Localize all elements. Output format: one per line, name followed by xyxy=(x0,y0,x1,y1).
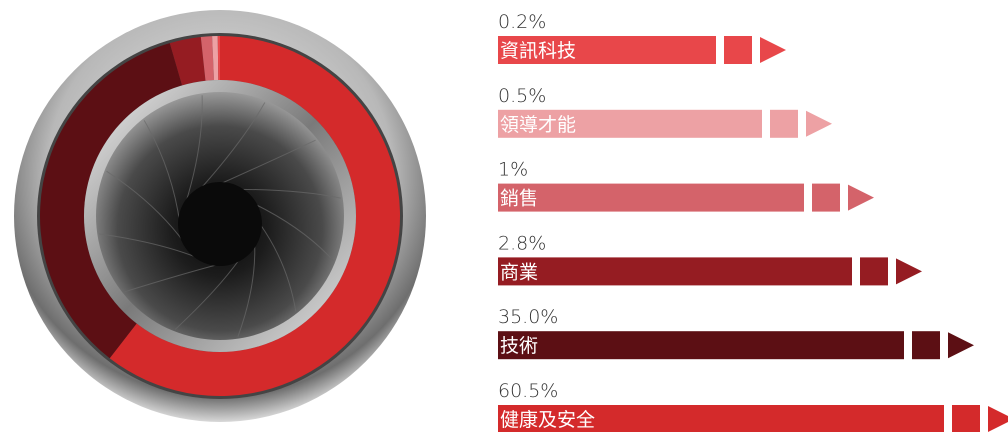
bar-block xyxy=(770,109,798,138)
blade xyxy=(184,95,203,205)
category-label: 領導才能 xyxy=(500,114,576,136)
category-label: 銷售 xyxy=(500,188,538,210)
donut-segment xyxy=(109,36,400,396)
percent-label: 2.8% xyxy=(498,232,546,254)
arrow xyxy=(948,332,974,359)
percent-label: 35.0% xyxy=(498,306,558,328)
arrow xyxy=(806,110,832,137)
bar xyxy=(498,36,716,64)
bar-block xyxy=(860,257,888,286)
arrow xyxy=(896,258,922,285)
blade xyxy=(174,258,241,330)
blade xyxy=(106,170,186,245)
category-label: 技術 xyxy=(500,335,538,357)
bar-block xyxy=(912,331,940,360)
percent-label: 60.5% xyxy=(498,380,558,402)
lens xyxy=(84,80,356,352)
donut-segment xyxy=(200,36,215,81)
legend-list: 0.2% 資訊科技 0.5% 領導才能 1% 銷售 2.8% 商業 35.0% 技術 60.5% 健康… xyxy=(498,11,1008,432)
category-label: 商業 xyxy=(500,261,538,283)
blade xyxy=(239,188,341,199)
bar xyxy=(498,331,904,360)
bar-block xyxy=(952,405,980,432)
donut-segment xyxy=(212,36,219,81)
bar xyxy=(498,257,852,286)
blade xyxy=(199,102,266,190)
arrow xyxy=(760,37,786,63)
blade xyxy=(99,233,201,260)
donut-segment xyxy=(39,43,183,359)
category-label: 資訊科技 xyxy=(500,40,576,62)
blade xyxy=(254,203,334,262)
blade xyxy=(219,139,316,185)
donut-segment xyxy=(217,36,220,81)
blade xyxy=(124,263,221,293)
blade xyxy=(259,223,297,312)
percent-label: 1% xyxy=(498,159,528,181)
bar-block xyxy=(724,36,752,64)
percent-label: 0.5% xyxy=(498,85,546,107)
bar xyxy=(498,109,762,138)
blade xyxy=(237,243,256,337)
blade xyxy=(143,120,181,225)
donut-segment xyxy=(169,37,206,86)
bar-block xyxy=(812,183,840,212)
iris xyxy=(178,182,262,266)
bar xyxy=(498,405,944,432)
arrow xyxy=(848,184,874,211)
percent-label: 0.2% xyxy=(498,11,546,33)
blades xyxy=(99,95,341,337)
bar xyxy=(498,183,804,212)
arrow xyxy=(988,406,1008,432)
category-label: 健康及安全 xyxy=(500,409,595,431)
